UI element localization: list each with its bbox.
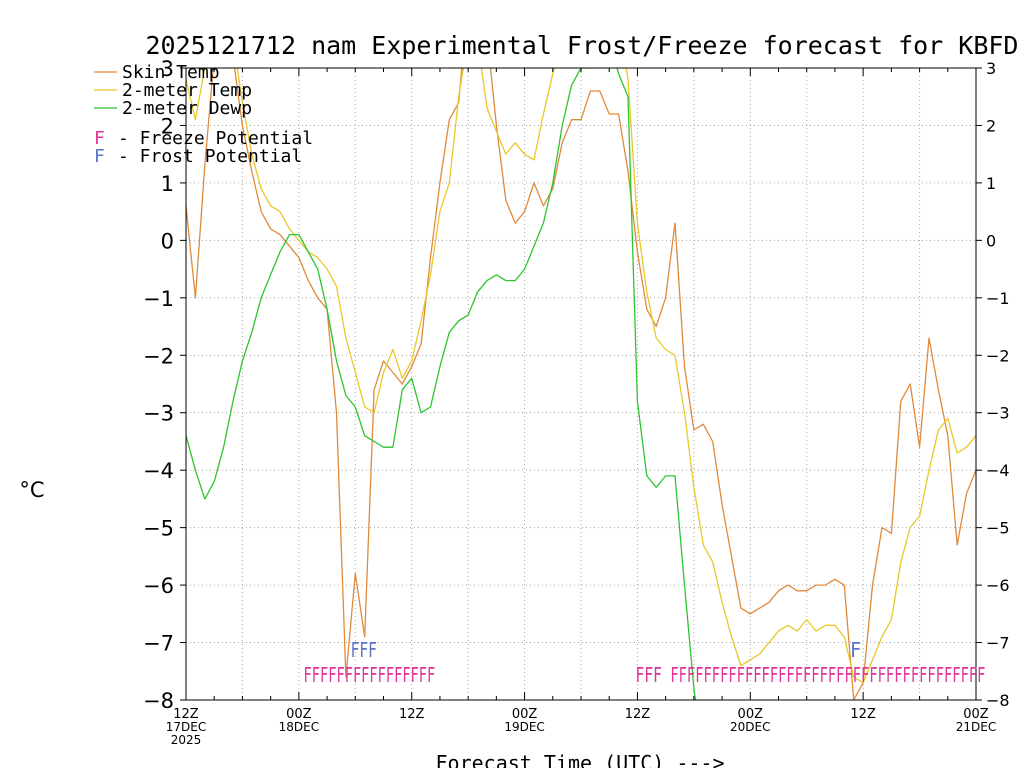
y-tick-label-right: −8 xyxy=(986,691,1010,710)
x-axis-label: Forecast Time (UTC) ---> xyxy=(436,751,725,768)
y-tick-label-right: −4 xyxy=(986,461,1010,480)
chart-title: 2025121712 nam Experimental Frost/Freeze… xyxy=(146,31,1019,60)
y-tick-label-left: 1 xyxy=(161,172,174,196)
y-tick-label-left: 0 xyxy=(161,229,174,253)
y-tick-label-left: −3 xyxy=(143,402,174,426)
x-tick-label: 00Z xyxy=(738,707,764,722)
series-line-2-meter-dewp xyxy=(186,68,697,700)
y-tick-label-right: −7 xyxy=(986,634,1010,653)
x-tick-sublabel: 19DEC xyxy=(504,720,544,734)
x-tick-label: 12Z xyxy=(173,707,199,722)
series-layer xyxy=(186,68,976,700)
y-tick-label-right: 3 xyxy=(986,59,996,78)
y-axis-label: °C xyxy=(19,478,44,502)
legend-label: Skin Temp xyxy=(122,62,220,83)
y-tick-label-left: 3 xyxy=(161,57,174,81)
x-tick-sublabel: 20DEC xyxy=(730,720,770,734)
legend-freeze-letter: F xyxy=(94,128,105,149)
y-tick-label-right: −5 xyxy=(986,519,1010,538)
y-tick-label-left: −8 xyxy=(143,689,174,713)
axis-layer: −8 −8 −7 −7 −6 −6 −5 −5 −4 −4 −3 −3 −2 −2 −1 −1 0 0 1 1 2 2 3 3… xyxy=(143,57,1010,747)
freeze-marker-run: FFF xyxy=(636,663,662,687)
grid-layer xyxy=(186,68,976,700)
y-tick-label-left: −1 xyxy=(143,287,174,311)
x-tick-label: 00Z xyxy=(963,707,989,722)
frost-marker-run: FFF xyxy=(351,638,377,662)
y-tick-label-left: −4 xyxy=(143,459,174,483)
series-line-2-meter-temp xyxy=(186,68,976,684)
y-tick-label-right: 2 xyxy=(986,116,996,135)
x-tick-label: 00Z xyxy=(512,707,538,722)
y-tick-label-right: −3 xyxy=(986,404,1010,423)
x-tick-label: 12Z xyxy=(625,707,651,722)
y-tick-label-left: −6 xyxy=(143,574,174,598)
y-tick-label-left: −5 xyxy=(143,517,174,541)
frost-marker-run: F xyxy=(850,638,861,662)
legend-label: 2-meter Temp xyxy=(122,80,252,101)
legend-frost-letter: F xyxy=(94,146,105,167)
x-tick-year-label: 2025 xyxy=(171,733,202,747)
y-tick-label-right: 0 xyxy=(986,231,996,250)
y-tick-label-right: −6 xyxy=(986,576,1010,595)
legend-label: 2-meter Dewp xyxy=(122,98,252,119)
x-tick-label: 12Z xyxy=(399,707,425,722)
y-tick-label-left: 2 xyxy=(161,114,174,138)
x-tick-sublabel: 17DEC xyxy=(166,720,206,734)
y-tick-label-right: −2 xyxy=(986,346,1010,365)
x-tick-label: 00Z xyxy=(286,707,312,722)
x-tick-label: 12Z xyxy=(850,707,876,722)
y-tick-label-right: 1 xyxy=(986,174,996,193)
x-tick-sublabel: 21DEC xyxy=(956,720,996,734)
y-tick-label-left: −7 xyxy=(143,632,174,656)
legend-frost-label: - Frost Potential xyxy=(118,146,302,167)
freeze-marker-run: FFFFFFFFFFFFFFFF xyxy=(304,663,436,687)
marks-layer: FFFFFFFFFFFFFFFF FFF FFFFFFFFFFFFFFFFFFFFF… xyxy=(304,638,986,687)
y-tick-label-left: −2 xyxy=(143,344,174,368)
freeze-marker-run: FFFFFFFFFFFFFFFFFFFFFFFFFFFFFFFFFFFFFF xyxy=(670,663,985,687)
legend-freeze-label: - Freeze Potential xyxy=(118,128,313,149)
series-line-skin-temp xyxy=(186,68,976,700)
x-tick-sublabel: 18DEC xyxy=(279,720,319,734)
y-tick-label-right: −1 xyxy=(986,289,1010,308)
